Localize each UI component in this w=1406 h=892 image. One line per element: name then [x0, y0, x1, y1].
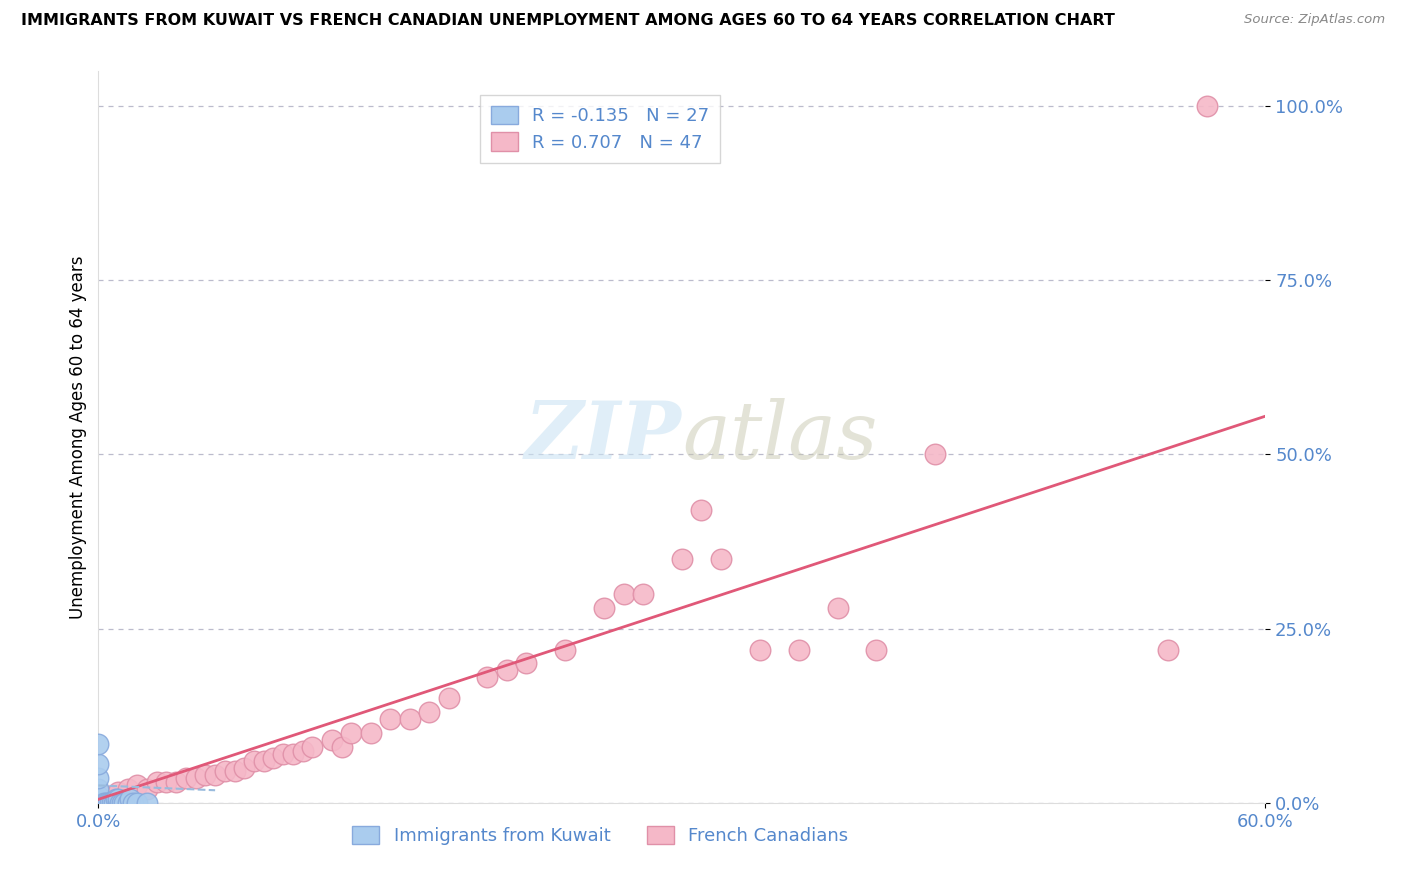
- Point: [127, 796, 149, 810]
- Text: ZIP: ZIP: [524, 399, 682, 475]
- Point: [122, 796, 145, 810]
- Point: [787, 642, 810, 657]
- Text: atlas: atlas: [682, 399, 877, 475]
- Point: [127, 778, 149, 792]
- Point: [1157, 642, 1180, 657]
- Y-axis label: Unemployment Among Ages 60 to 64 years: Unemployment Among Ages 60 to 64 years: [69, 255, 87, 619]
- Point: [117, 781, 139, 796]
- Point: [330, 740, 353, 755]
- Point: [924, 448, 946, 462]
- Point: [865, 642, 887, 657]
- Point: [136, 781, 159, 796]
- Point: [671, 552, 693, 566]
- Text: Source: ZipAtlas.com: Source: ZipAtlas.com: [1244, 13, 1385, 27]
- Point: [112, 796, 135, 810]
- Legend: Immigrants from Kuwait, French Canadians: Immigrants from Kuwait, French Canadians: [344, 819, 855, 852]
- Point: [496, 664, 519, 678]
- Point: [321, 733, 343, 747]
- Point: [631, 587, 654, 601]
- Point: [97, 796, 120, 810]
- Point: [174, 772, 197, 786]
- Point: [118, 792, 141, 806]
- Point: [93, 796, 115, 810]
- Point: [87, 781, 110, 796]
- Point: [87, 772, 110, 786]
- Point: [97, 789, 120, 803]
- Point: [291, 743, 314, 757]
- Point: [554, 642, 576, 657]
- Point: [398, 712, 420, 726]
- Point: [146, 775, 169, 789]
- Point: [155, 775, 177, 789]
- Point: [184, 772, 207, 786]
- Point: [107, 792, 129, 806]
- Point: [96, 796, 118, 810]
- Point: [690, 503, 713, 517]
- Point: [477, 670, 499, 684]
- Point: [117, 796, 139, 810]
- Point: [515, 657, 537, 671]
- Point: [87, 737, 110, 751]
- Point: [262, 750, 284, 764]
- Point: [1195, 99, 1218, 113]
- Point: [418, 705, 440, 719]
- Point: [194, 768, 217, 782]
- Point: [437, 691, 460, 706]
- Point: [281, 747, 304, 761]
- Point: [204, 768, 226, 782]
- Point: [87, 796, 110, 810]
- Point: [253, 754, 276, 768]
- Point: [613, 587, 636, 601]
- Point: [87, 796, 110, 810]
- Point: [104, 792, 127, 806]
- Point: [87, 792, 110, 806]
- Point: [214, 764, 236, 779]
- Point: [360, 726, 382, 740]
- Point: [111, 796, 134, 810]
- Point: [87, 757, 110, 772]
- Point: [593, 600, 616, 615]
- Point: [748, 642, 770, 657]
- Text: IMMIGRANTS FROM KUWAIT VS FRENCH CANADIAN UNEMPLOYMENT AMONG AGES 60 TO 64 YEARS: IMMIGRANTS FROM KUWAIT VS FRENCH CANADIA…: [21, 13, 1115, 29]
- Point: [380, 712, 402, 726]
- Point: [271, 747, 294, 761]
- Point: [87, 796, 110, 810]
- Point: [301, 740, 323, 755]
- Point: [87, 789, 110, 803]
- Point: [243, 754, 266, 768]
- Point: [233, 761, 256, 775]
- Point: [107, 785, 129, 799]
- Point: [165, 775, 187, 789]
- Point: [108, 796, 131, 810]
- Point: [103, 796, 125, 810]
- Point: [136, 796, 159, 810]
- Point: [101, 796, 124, 810]
- Point: [224, 764, 246, 779]
- Point: [710, 552, 733, 566]
- Point: [87, 796, 110, 810]
- Point: [827, 600, 849, 615]
- Point: [107, 796, 129, 810]
- Point: [340, 726, 363, 740]
- Point: [98, 796, 121, 810]
